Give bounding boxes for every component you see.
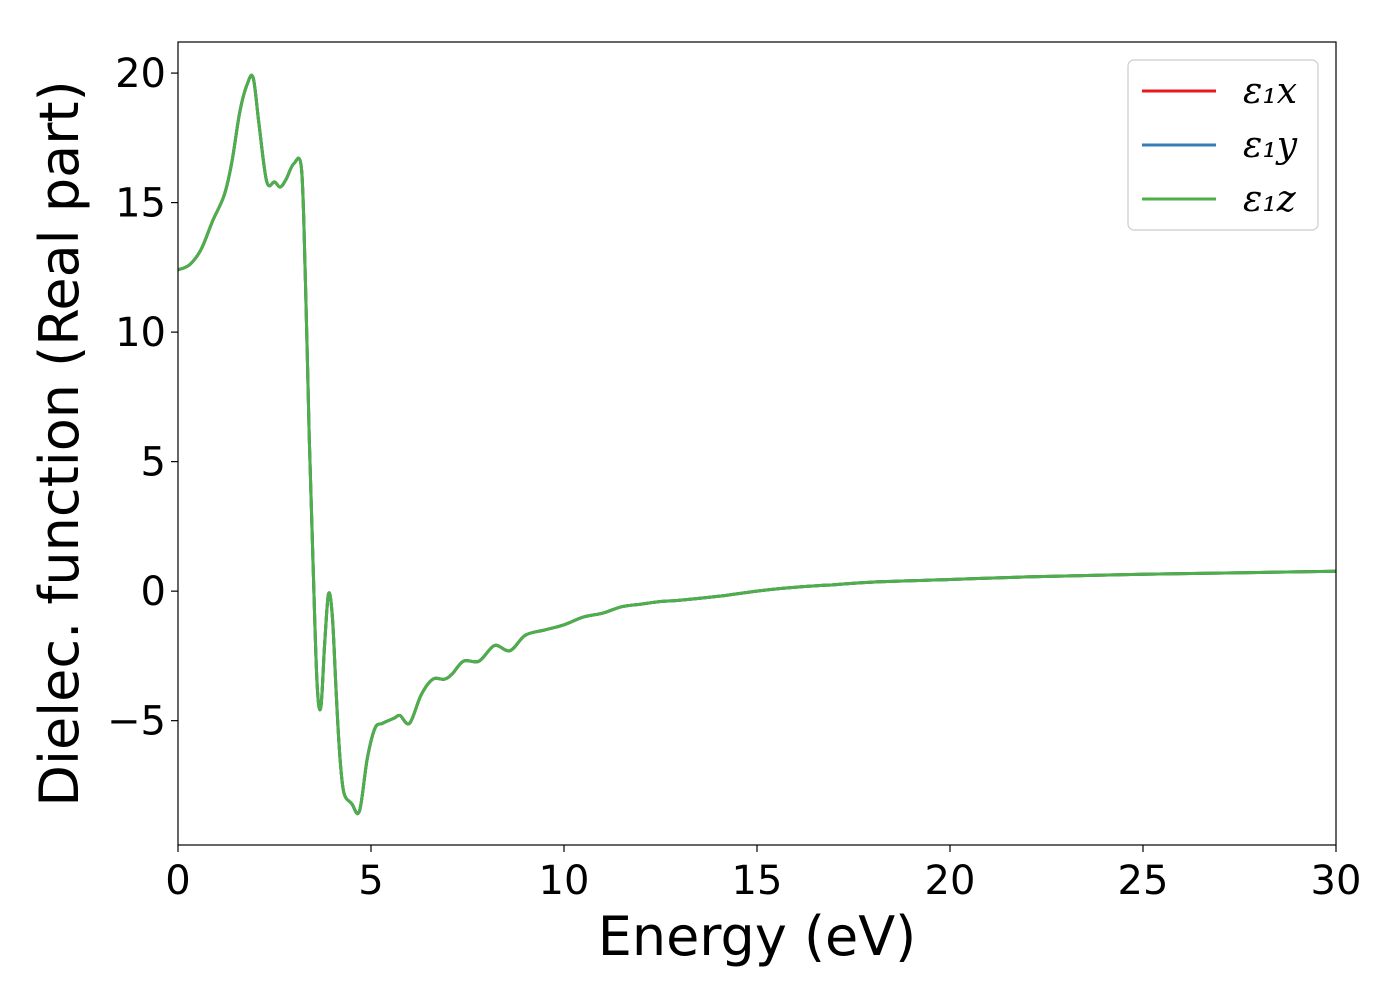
y-tick-label: 5	[141, 440, 166, 486]
legend-label-2: ε₁y	[1243, 125, 1298, 166]
series-line-3	[177, 73, 1337, 816]
x-tick-label: 25	[1118, 858, 1169, 904]
y-axis: −5 0 5 10 15 20	[107, 51, 178, 745]
legend-box	[1127, 59, 1319, 231]
y-tick-label: 0	[141, 569, 166, 615]
legend-items: ε₁x ε₁y ε₁z	[1142, 71, 1298, 220]
x-tick-label: 15	[732, 858, 783, 904]
y-axis-label: Dielec. function (Real part)	[28, 80, 91, 806]
x-tick-label: 10	[539, 858, 590, 904]
x-axis: 0 5 10 15 20 25 30	[165, 845, 1361, 904]
legend-label-1: ε₁x	[1243, 71, 1297, 112]
x-tick-label: 20	[925, 858, 976, 904]
legend-label-3: ε₁z	[1243, 179, 1297, 220]
y-tick-label: −5	[107, 699, 166, 745]
legend: ε₁x ε₁y ε₁z	[1127, 59, 1319, 231]
y-tick-label: 20	[115, 51, 166, 97]
series-layer	[177, 73, 1337, 816]
y-tick-label: 10	[115, 310, 166, 356]
x-tick-label: 0	[165, 858, 190, 904]
y-tick-label: 15	[115, 181, 166, 227]
x-axis-label: Energy (eV)	[598, 905, 917, 968]
x-tick-label: 5	[358, 858, 383, 904]
x-tick-label: 30	[1311, 858, 1362, 904]
